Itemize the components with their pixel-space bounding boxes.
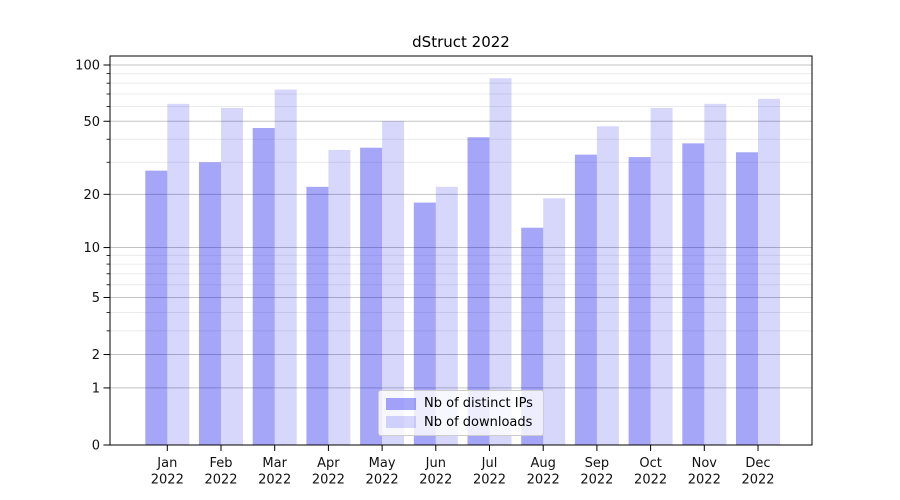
x-tick-label-year-feb: 2022 bbox=[204, 473, 237, 488]
x-tick-label-month-jun: Jun bbox=[425, 456, 446, 471]
x-tick-label-month-apr: Apr bbox=[317, 456, 340, 471]
x-tick-label-month-jan: Jan bbox=[156, 456, 177, 471]
bar-nb-of-downloads-jan bbox=[167, 103, 190, 445]
bar-nb-of-downloads-mar bbox=[274, 89, 297, 445]
x-tick-label-year-jan: 2022 bbox=[151, 473, 184, 488]
bar-nb-of-downloads-dec bbox=[758, 98, 780, 446]
y-tick-label-100: 100 bbox=[75, 59, 100, 74]
x-tick-label-month-nov: Nov bbox=[692, 456, 718, 471]
plot-border bbox=[109, 55, 813, 446]
x-tick-label-year-dec: 2022 bbox=[741, 473, 774, 488]
x-tick-label-month-jul: Jul bbox=[481, 456, 498, 471]
bar-nb-of-distinct-ips-jun bbox=[413, 202, 436, 445]
x-tick-label-month-dec: Dec bbox=[745, 456, 770, 471]
x-tick-label-year-mar: 2022 bbox=[258, 473, 291, 488]
bar-nb-of-distinct-ips-jan bbox=[145, 170, 168, 445]
bar-nb-of-downloads-apr bbox=[328, 149, 351, 445]
bar-nb-of-distinct-ips-mar bbox=[252, 127, 275, 445]
y-tick-label-0: 0 bbox=[92, 439, 100, 454]
x-tick-label-year-jul: 2022 bbox=[473, 473, 506, 488]
x-tick-label-year-apr: 2022 bbox=[312, 473, 345, 488]
y-tick-label-5: 5 bbox=[92, 291, 100, 306]
x-tick-label-month-sep: Sep bbox=[585, 456, 610, 471]
legend-item-distinct-ips: Nb of distinct IPs bbox=[386, 396, 536, 411]
y-tick-label-1: 1 bbox=[92, 381, 100, 396]
bar-nb-of-downloads-oct bbox=[650, 107, 673, 446]
x-tick-label-year-aug: 2022 bbox=[527, 473, 560, 488]
y-tick-label-50: 50 bbox=[83, 115, 100, 130]
x-tick-label-year-sep: 2022 bbox=[580, 473, 613, 488]
bar-nb-of-distinct-ips-jul bbox=[467, 137, 490, 445]
bar-nb-of-downloads-feb bbox=[221, 107, 243, 446]
bar-nb-of-downloads-may bbox=[382, 121, 405, 445]
legend: Nb of distinct IPs Nb of downloads bbox=[378, 390, 544, 436]
chart-title: dStruct 2022 bbox=[412, 33, 510, 51]
legend-label-downloads: Nb of downloads bbox=[424, 414, 533, 430]
legend-swatch-downloads bbox=[386, 416, 416, 429]
bar-nb-of-distinct-ips-apr bbox=[306, 186, 329, 446]
bar-nb-of-downloads-aug bbox=[543, 198, 566, 445]
bar-nb-of-distinct-ips-feb bbox=[199, 162, 221, 446]
legend-swatch-distinct-ips bbox=[386, 397, 416, 410]
y-tick-label-20: 20 bbox=[83, 188, 100, 203]
x-tick-label-year-jun: 2022 bbox=[419, 473, 452, 488]
y-tick-label-2: 2 bbox=[92, 348, 100, 363]
bar-nb-of-distinct-ips-oct bbox=[628, 157, 651, 445]
bar-nb-of-downloads-jun bbox=[435, 186, 458, 446]
bar-nb-of-downloads-jul bbox=[489, 78, 512, 445]
bar-nb-of-downloads-nov bbox=[704, 103, 727, 445]
x-tick-label-year-nov: 2022 bbox=[688, 473, 721, 488]
bar-nb-of-distinct-ips-dec bbox=[736, 152, 758, 446]
x-tick-label-month-feb: Feb bbox=[209, 456, 232, 471]
x-tick-label-month-mar: Mar bbox=[262, 456, 287, 471]
x-tick-label-year-may: 2022 bbox=[366, 473, 399, 488]
bar-nb-of-distinct-ips-nov bbox=[682, 143, 705, 446]
x-tick-label-month-aug: Aug bbox=[531, 456, 556, 471]
bar-nb-of-distinct-ips-sep bbox=[574, 154, 597, 445]
x-tick-label-month-may: May bbox=[369, 456, 396, 471]
y-tick-label-10: 10 bbox=[83, 241, 100, 256]
bar-nb-of-downloads-sep bbox=[596, 126, 619, 446]
bar-nb-of-distinct-ips-may bbox=[360, 147, 383, 445]
x-tick-label-year-oct: 2022 bbox=[634, 473, 667, 488]
x-tick-label-month-oct: Oct bbox=[639, 456, 661, 471]
legend-item-downloads: Nb of downloads bbox=[386, 415, 536, 430]
legend-label-distinct-ips: Nb of distinct IPs bbox=[424, 396, 533, 412]
